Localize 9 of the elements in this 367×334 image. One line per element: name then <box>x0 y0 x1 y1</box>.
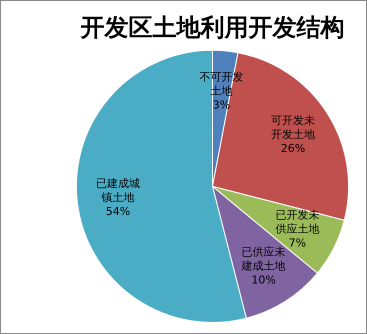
chart-title: 开发区土地利用开发结构 <box>80 14 344 42</box>
data-label: 7% <box>288 236 306 250</box>
slice-label: 已开发未供应土地 <box>275 208 320 236</box>
data-label: 54% <box>106 205 130 218</box>
slice-label: 已供应未建成土地 <box>240 246 286 273</box>
data-label: 10% <box>251 274 276 287</box>
data-label: 26% <box>280 142 306 156</box>
slice-label: 可开发未开发土地 <box>270 114 315 142</box>
slice-label: 已建成城镇土地 <box>96 177 140 204</box>
